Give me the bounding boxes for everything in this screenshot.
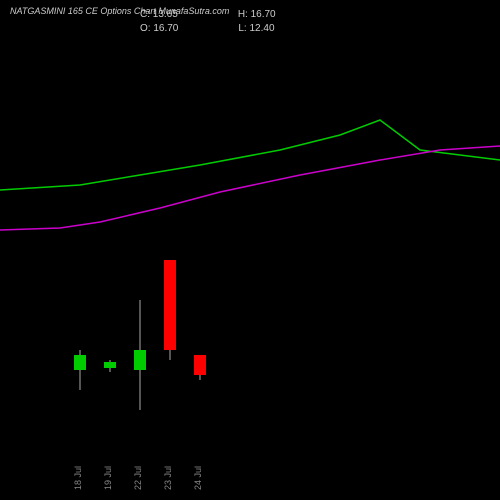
trend-line — [0, 146, 500, 230]
x-tick-label: 23 Jul — [163, 466, 173, 490]
price-chart — [0, 0, 500, 500]
candle — [134, 300, 146, 410]
x-tick-label: 22 Jul — [133, 466, 143, 490]
candle — [74, 350, 86, 390]
x-tick-label: 19 Jul — [103, 466, 113, 490]
x-tick-label: 24 Jul — [193, 466, 203, 490]
trend-line — [0, 120, 500, 190]
candle — [164, 260, 176, 360]
x-axis-labels: 18 Jul 19 Jul 22 Jul 23 Jul 24 Jul — [0, 440, 500, 490]
candle — [104, 360, 116, 372]
x-tick-label: 18 Jul — [73, 466, 83, 490]
candle — [194, 355, 206, 380]
